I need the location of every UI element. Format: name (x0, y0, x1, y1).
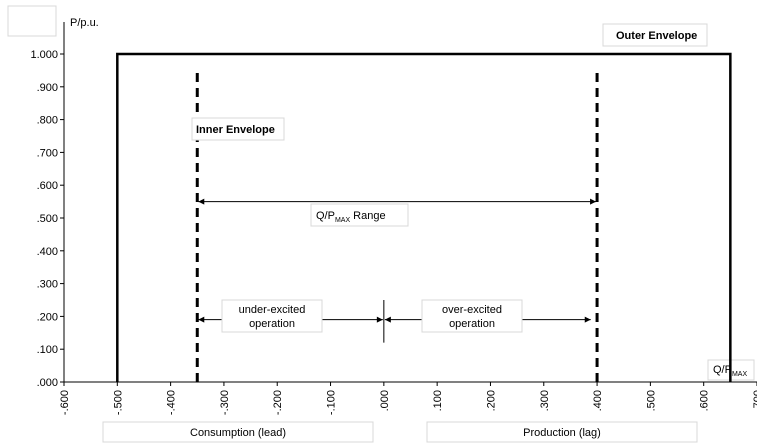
outer-envelope-label-box (602, 23, 708, 47)
y-tick-label: .600 (37, 180, 58, 192)
y-axis-label: P/p.u. (70, 17, 99, 29)
under-excited-label-box (221, 299, 323, 333)
range-arrowhead-right (590, 198, 597, 205)
y-tick-label: .400 (37, 246, 58, 258)
range-label-sub: MAX (335, 217, 351, 224)
y-tick-label: .300 (37, 279, 58, 291)
over-excited-label-box (421, 299, 523, 333)
inner-envelope-label-box (191, 117, 285, 141)
y-tick-label: .900 (37, 82, 58, 94)
outer-envelope-line (116, 52, 732, 382)
x-ticks: -.600 -.500 -.400 -.300 -.200 -.100 .000 .100 .2… (59, 382, 757, 415)
x-tick-label: .500 (645, 390, 657, 411)
x-axis-label-sub: MAX (732, 371, 748, 378)
x-tick-label: .300 (539, 390, 551, 411)
consumption-label: Consumption (lead) (190, 427, 286, 439)
x-tick-label: .100 (432, 390, 444, 411)
under-excited-arrowhead-right (376, 316, 383, 323)
y-tick-label: .700 (37, 147, 58, 159)
x-tick-label: -.600 (59, 390, 71, 415)
x-tick-label: -.200 (272, 390, 284, 415)
x-tick-label: .200 (485, 390, 497, 411)
range-label: Q/PMAX Range (316, 210, 386, 224)
under-excited-arrowhead-left (198, 316, 205, 323)
inner-envelope-label: Inner Envelope (196, 124, 275, 136)
under-excited-line2: operation (249, 318, 295, 330)
outer-envelope-label: Outer Envelope (616, 30, 697, 42)
y-tick-label: .800 (37, 115, 58, 127)
y-tick-label: .500 (37, 213, 58, 225)
x-tick-label: -.100 (326, 390, 338, 415)
x-tick-label: .600 (699, 390, 711, 411)
range-arrowhead-left (198, 198, 205, 205)
range-label-tail: Range (350, 210, 385, 222)
x-tick-label: -.400 (166, 390, 178, 415)
x-tick-label: -.500 (112, 390, 124, 415)
range-label-main: Q/P (316, 210, 335, 222)
range-label-box (310, 203, 409, 227)
x-tick-label: .000 (379, 390, 391, 411)
over-excited-line1: over-excited (442, 304, 502, 316)
corner-box (7, 5, 57, 37)
y-ticks: .000 .100 .200 .300 .400 .500 .600 .700 .800 .900… (30, 49, 64, 389)
y-tick-label: 1.000 (30, 49, 58, 61)
production-label: Production (lag) (523, 427, 601, 439)
x-axis-label-main: Q/P (713, 364, 732, 376)
over-excited-arrowhead-left (384, 316, 391, 323)
x-tick-label: .400 (592, 390, 604, 411)
consumption-box (102, 421, 374, 443)
under-excited-line1: under-excited (239, 304, 306, 316)
over-excited-line2: operation (449, 318, 495, 330)
y-tick-label: .200 (37, 311, 58, 323)
over-excited-arrowhead-right (584, 316, 591, 323)
y-tick-label: .100 (37, 344, 58, 356)
production-box (426, 421, 698, 443)
y-tick-label: .000 (37, 377, 58, 389)
x-tick-label: .700 (752, 390, 757, 411)
x-axis-label: Q/PMAX (713, 364, 747, 378)
x-tick-label: -.300 (219, 390, 231, 415)
